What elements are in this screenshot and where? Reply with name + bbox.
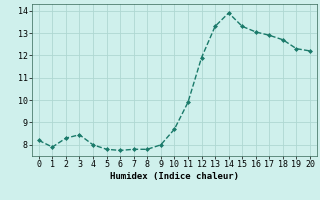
X-axis label: Humidex (Indice chaleur): Humidex (Indice chaleur) <box>110 172 239 181</box>
